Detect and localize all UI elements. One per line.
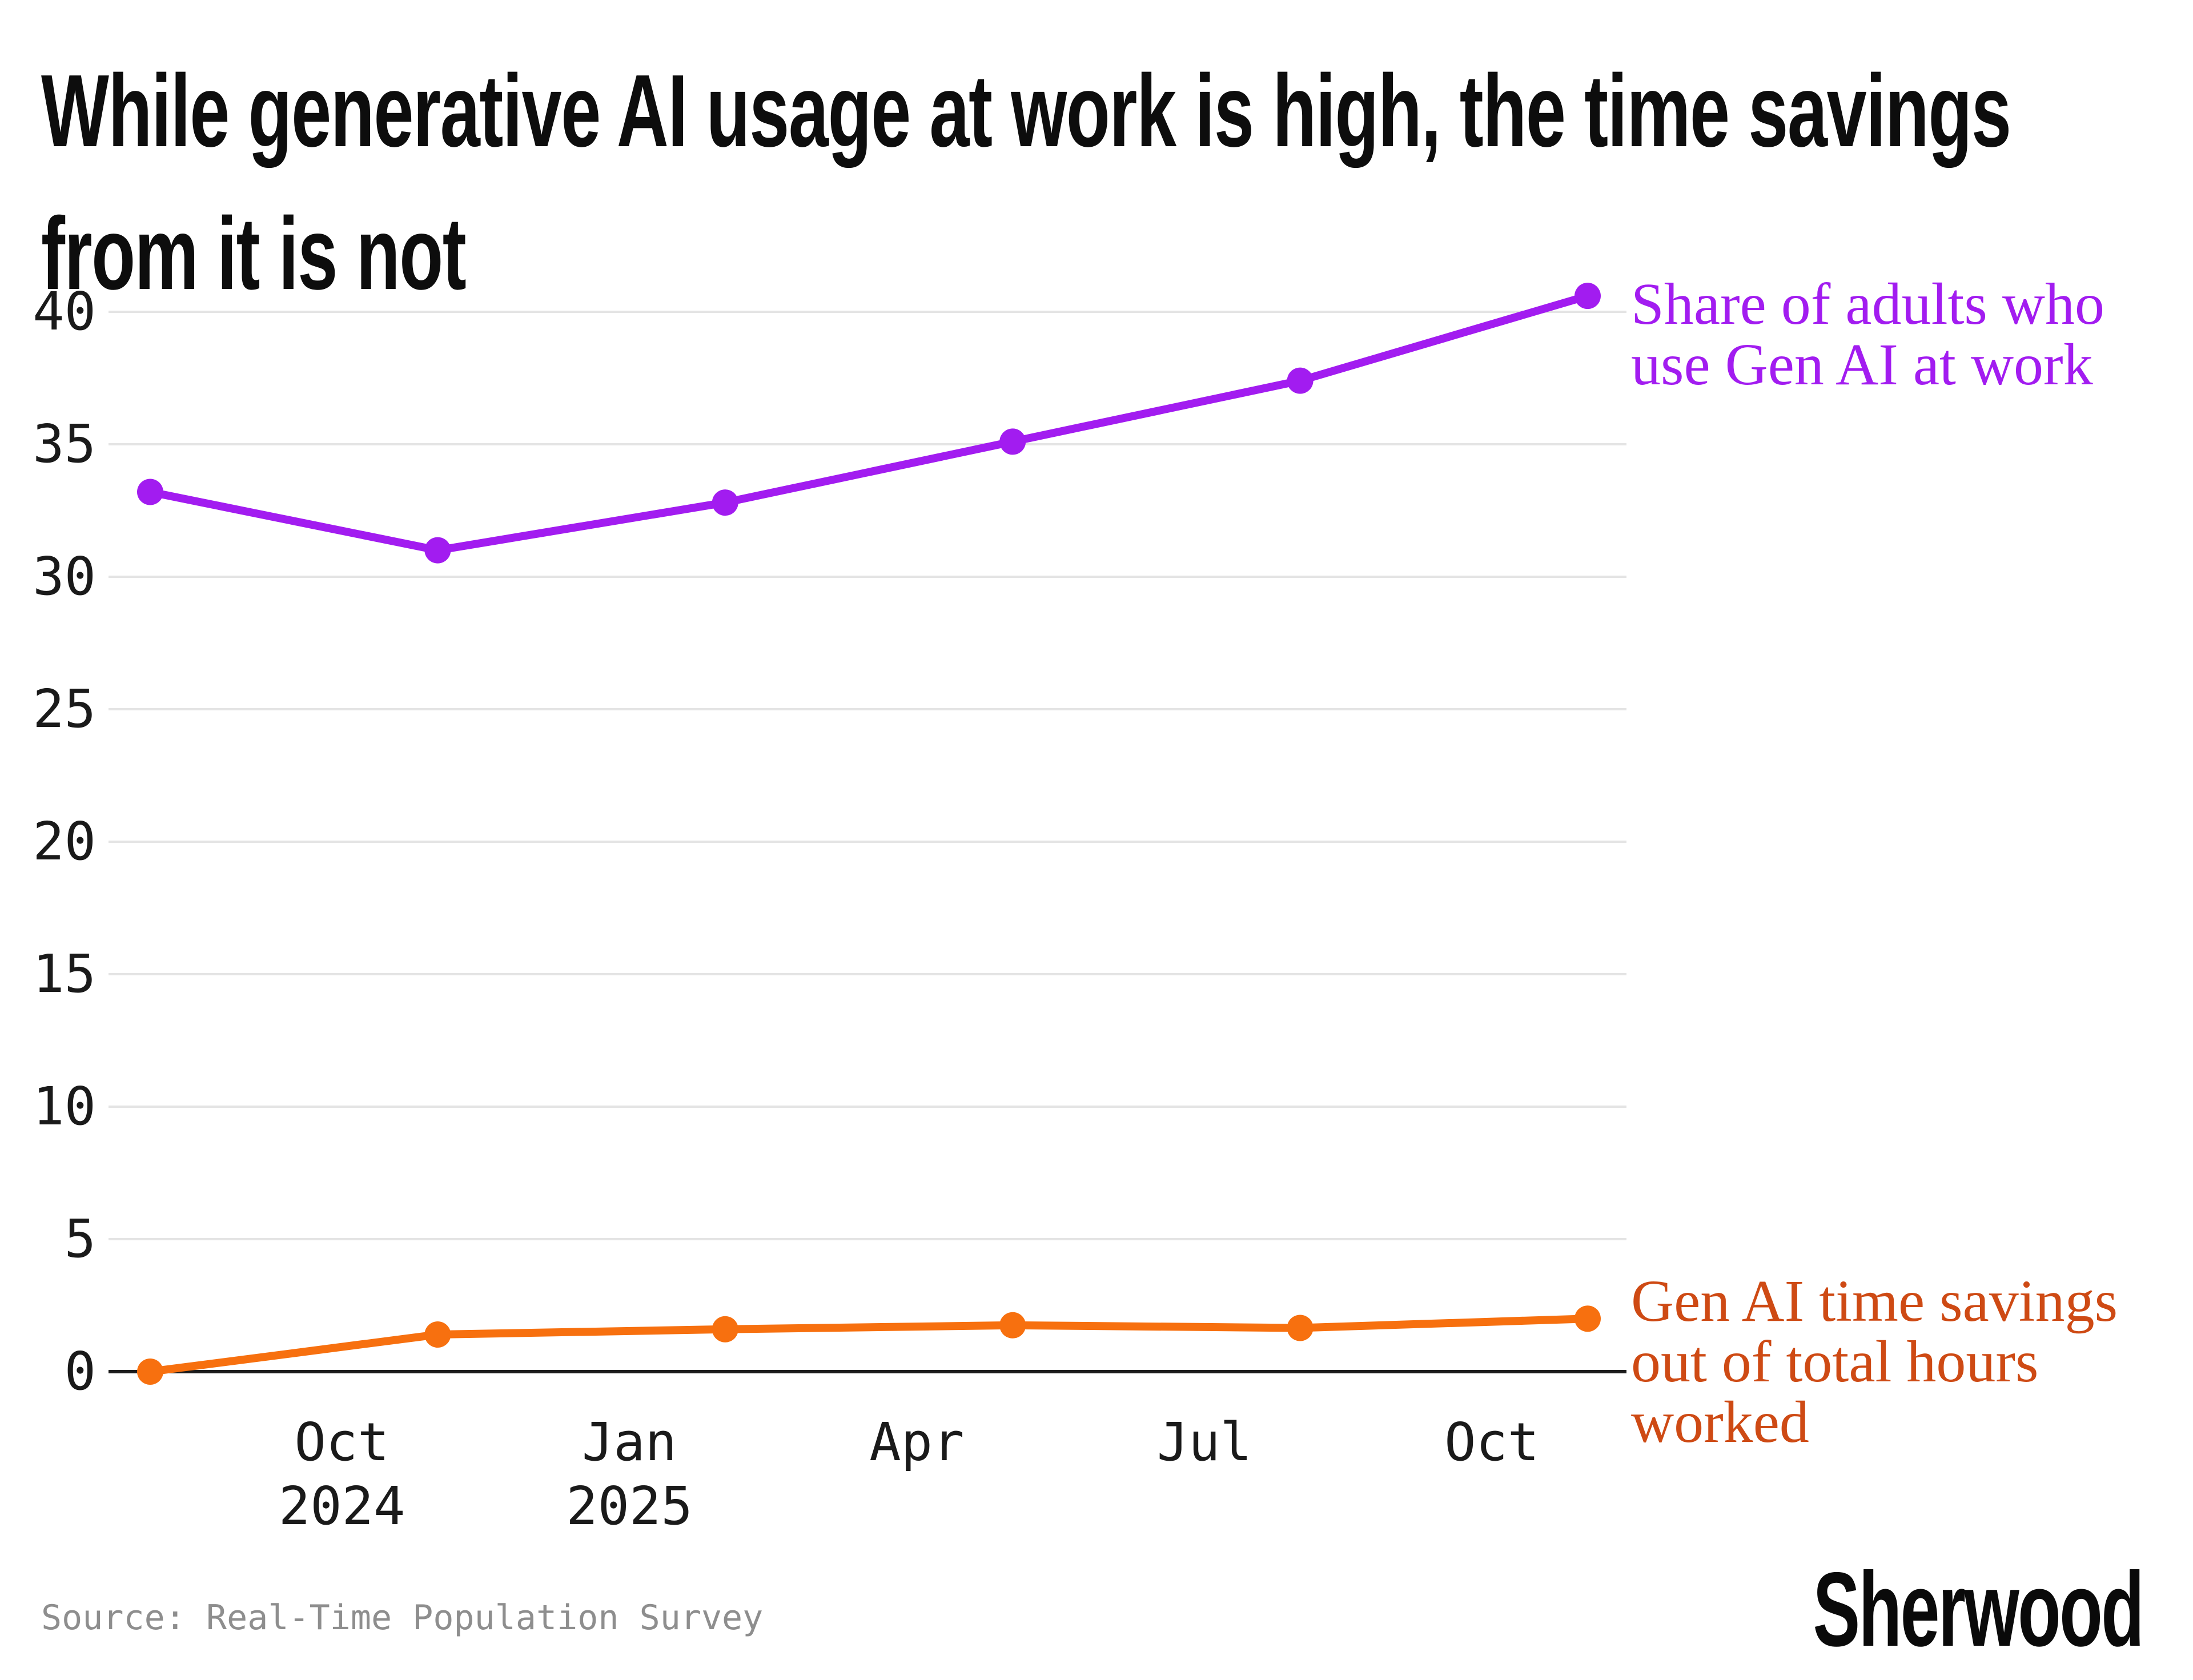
y-tick-label-25: 25 — [33, 678, 96, 739]
data-point-0-may-2025 — [999, 428, 1026, 455]
data-point-1-may-2025 — [999, 1312, 1026, 1339]
chart-title: While generative AI usage at work is hig… — [41, 54, 2011, 311]
data-point-1-feb-2025 — [712, 1316, 738, 1343]
series-line-0 — [146, 292, 1592, 554]
y-tick-label-20: 20 — [33, 811, 96, 872]
x-tick-label-jan-2025: Jan 2025 — [566, 1412, 693, 1537]
y-tick-label-30: 30 — [33, 546, 96, 607]
y-tick-label-15: 15 — [33, 943, 96, 1004]
data-point-0-nov-2025 — [1575, 283, 1601, 310]
y-tick-label-5: 5 — [64, 1208, 96, 1269]
data-point-0-nov-2024 — [424, 537, 451, 564]
x-tick-label-apr: Apr — [869, 1412, 965, 1473]
x-tick-label-jul: Jul — [1156, 1412, 1252, 1473]
data-point-0-aug-2025 — [1287, 367, 1314, 394]
y-tick-label-0: 0 — [64, 1341, 96, 1402]
y-tick-label-40: 40 — [33, 281, 96, 342]
y-tick-label-35: 35 — [33, 413, 96, 475]
source-note: Source: Real-Time Population Survey — [41, 1598, 764, 1638]
data-point-1-aug-2025 — [1287, 1315, 1314, 1341]
data-point-1-nov-2025 — [1575, 1305, 1601, 1332]
y-tick-label-10: 10 — [33, 1076, 96, 1137]
x-tick-label-oct: Oct — [1444, 1412, 1540, 1473]
sherwood-logo: Sherwood — [1813, 1551, 2144, 1669]
series-line-1 — [146, 1315, 1592, 1376]
data-point-0-aug-2024 — [137, 479, 163, 505]
x-tick-label-oct-2024: Oct 2024 — [278, 1412, 405, 1537]
data-point-0-feb-2025 — [712, 489, 738, 516]
series-label-gen-ai-usage: Share of adults who use Gen AI at work — [1631, 271, 2104, 397]
series-label-time-savings: Gen AI time savings out of total hours w… — [1631, 1268, 2118, 1455]
data-point-1-nov-2024 — [424, 1321, 451, 1348]
data-point-1-aug-2024 — [137, 1359, 163, 1385]
